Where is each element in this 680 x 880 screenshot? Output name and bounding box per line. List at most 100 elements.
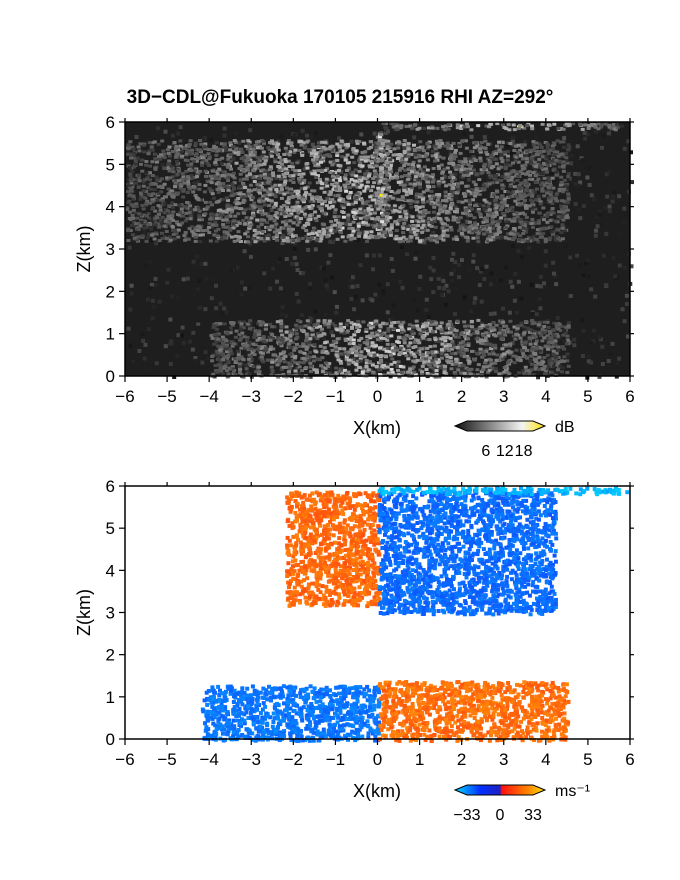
noise-cell (398, 279, 403, 284)
noise-cell (157, 242, 162, 247)
reflectivity-cell (556, 215, 561, 219)
reflectivity-cell (388, 195, 393, 198)
reflectivity-cell (293, 205, 298, 209)
reflectivity-cell (160, 197, 165, 201)
noise-cell (568, 294, 573, 298)
reflectivity-cell (522, 198, 527, 202)
reflectivity-cell (234, 147, 239, 151)
reflectivity-cell (420, 335, 425, 338)
noise-cell (460, 197, 465, 202)
reflectivity-cell (546, 212, 551, 216)
noise-cell (141, 338, 146, 343)
reflectivity-cell (360, 151, 365, 154)
reflectivity-cell (483, 139, 488, 143)
reflectivity-cell (322, 199, 327, 203)
noise-cell (248, 128, 253, 133)
reflectivity-cell (158, 208, 163, 212)
reflectivity-cell (247, 140, 252, 144)
noise-cell (133, 159, 138, 164)
reflectivity-cell (338, 225, 343, 229)
reflectivity-cell (508, 342, 513, 346)
reflectivity-cell (547, 161, 552, 165)
reflectivity-cell (367, 236, 372, 239)
reflectivity-cell (484, 375, 489, 379)
reflectivity-cell (262, 188, 267, 192)
reflectivity-cell (317, 358, 322, 362)
reflectivity-cell (137, 221, 142, 225)
reflectivity-cell (262, 218, 267, 222)
reflectivity-cell (451, 215, 456, 219)
reflectivity-cell (487, 323, 492, 326)
reflectivity-cell (453, 362, 458, 366)
noise-cell (506, 356, 511, 360)
reflectivity-cell (153, 209, 158, 213)
reflectivity-cell (519, 189, 523, 193)
reflectivity-cell (226, 157, 231, 161)
reflectivity-cell (438, 139, 443, 143)
noise-cell (146, 235, 151, 240)
reflectivity-cell (524, 227, 529, 231)
reflectivity-cell (294, 323, 299, 327)
reflectivity-cell (272, 219, 277, 223)
reflectivity-cell (358, 185, 363, 189)
reflectivity-cell (507, 237, 512, 241)
reflectivity-cell (331, 334, 335, 338)
reflectivity-cell (430, 194, 435, 198)
reflectivity-cell (463, 139, 468, 143)
reflectivity-cell (301, 172, 306, 176)
reflectivity-cell (397, 210, 402, 214)
noise-cell (516, 279, 521, 284)
reflectivity-cell (205, 180, 210, 184)
reflectivity-cell (327, 193, 332, 197)
reflectivity-cell (131, 208, 136, 212)
reflectivity-cell (146, 150, 151, 154)
reflectivity-cell (553, 197, 558, 201)
reflectivity-cell (382, 217, 387, 221)
reflectivity-cell (378, 203, 383, 207)
reflectivity-cell (292, 328, 296, 332)
reflectivity-cell (402, 189, 407, 193)
reflectivity-cell (386, 204, 391, 208)
reflectivity-cell (248, 355, 253, 359)
noise-cell (243, 286, 248, 291)
reflectivity-cell (435, 361, 440, 365)
noise-cell (349, 296, 354, 301)
reflectivity-cell (137, 179, 142, 183)
reflectivity-cell (313, 172, 317, 176)
reflectivity-cell (152, 237, 157, 241)
reflectivity-cell (482, 187, 487, 191)
reflectivity-cell (476, 210, 481, 213)
reflectivity-cell (554, 158, 559, 162)
noise-cell (238, 178, 243, 183)
noise-cell (429, 277, 434, 282)
reflectivity-cell (210, 217, 215, 221)
reflectivity-cell (162, 182, 167, 186)
noise-cell (257, 228, 261, 233)
reflectivity-cell (408, 198, 413, 202)
reflectivity-cell (269, 224, 274, 228)
reflectivity-cell (335, 237, 340, 241)
reflectivity-cell (211, 149, 216, 153)
reflectivity-cell (486, 334, 491, 338)
reflectivity-cell (362, 155, 366, 159)
reflectivity-cell (290, 234, 295, 238)
reflectivity-cell (170, 175, 175, 179)
reflectivity-cell (418, 216, 423, 220)
noise-cell (239, 280, 244, 285)
reflectivity-cell (260, 358, 265, 362)
reflectivity-cell (245, 322, 250, 326)
noise-cell (373, 292, 378, 297)
reflectivity-cell (352, 236, 357, 240)
noise-cell (308, 286, 313, 291)
reflectivity-cell (564, 213, 569, 217)
reflectivity-cell (290, 227, 295, 231)
reflectivity-cell (488, 331, 492, 335)
reflectivity-cell (413, 149, 417, 152)
noise-cell (453, 205, 458, 210)
noise-cell (513, 272, 518, 276)
noise-cell (384, 361, 389, 366)
reflectivity-cell (434, 236, 439, 240)
reflectivity-cell (274, 216, 279, 220)
reflectivity-cell (326, 325, 331, 329)
noise-cell (532, 189, 537, 194)
